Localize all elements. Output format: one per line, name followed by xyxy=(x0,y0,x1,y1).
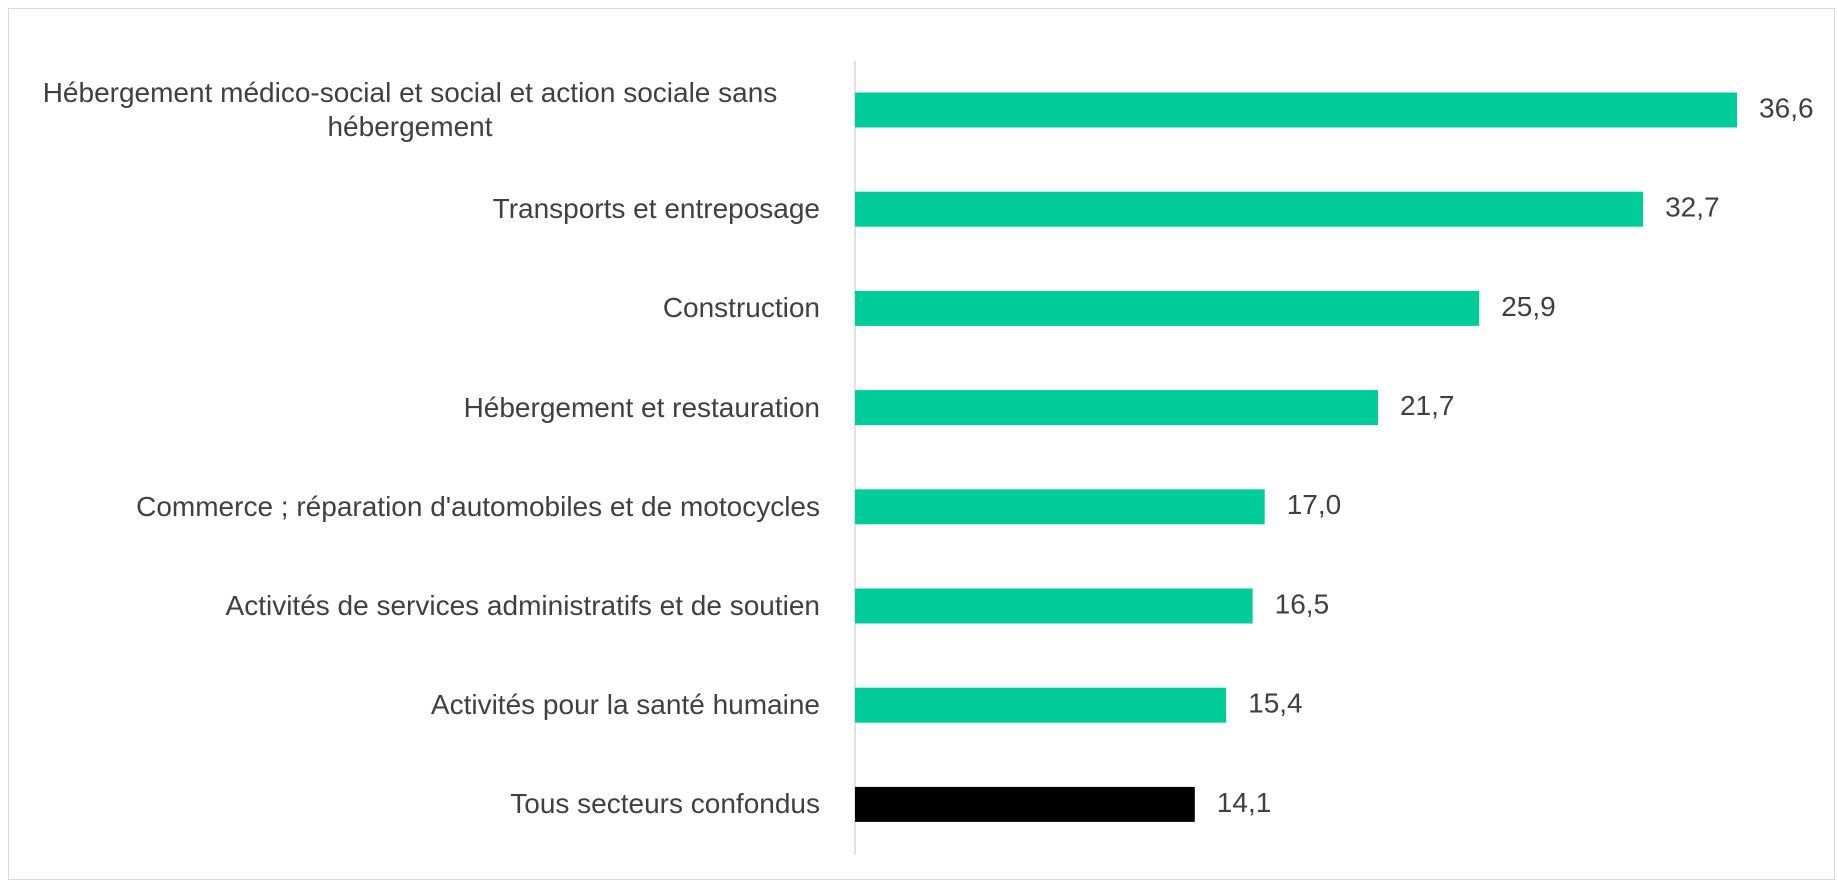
value-label: 25,9 xyxy=(1501,291,1556,322)
bar xyxy=(855,290,1480,326)
category-label: Hébergement et restauration xyxy=(463,391,820,423)
category-label: Hébergement médico-social et social et a… xyxy=(42,77,778,142)
chart-frame xyxy=(8,8,1835,880)
bar xyxy=(855,489,1265,525)
category-label: Tous secteurs confondus xyxy=(510,788,820,820)
bar xyxy=(855,390,1378,426)
bar xyxy=(855,191,1644,227)
bar xyxy=(855,92,1738,128)
category-label: Construction xyxy=(662,292,820,324)
category-label: Transports et entreposage xyxy=(492,193,820,225)
value-label: 14,1 xyxy=(1217,787,1272,818)
value-label: 16,5 xyxy=(1275,588,1330,619)
value-label: 36,6 xyxy=(1759,92,1814,123)
bar xyxy=(855,588,1253,624)
value-label: 32,7 xyxy=(1665,192,1720,223)
value-label: 15,4 xyxy=(1248,688,1303,719)
bar xyxy=(855,786,1195,822)
category-label: Activités de services administratifs et … xyxy=(225,590,820,621)
value-label: 21,7 xyxy=(1400,390,1455,421)
bar xyxy=(855,687,1227,723)
value-label: 17,0 xyxy=(1287,489,1342,520)
category-label: Commerce ; réparation d'automobiles et d… xyxy=(136,490,820,522)
category-label: Activités pour la santé humaine xyxy=(430,689,820,721)
